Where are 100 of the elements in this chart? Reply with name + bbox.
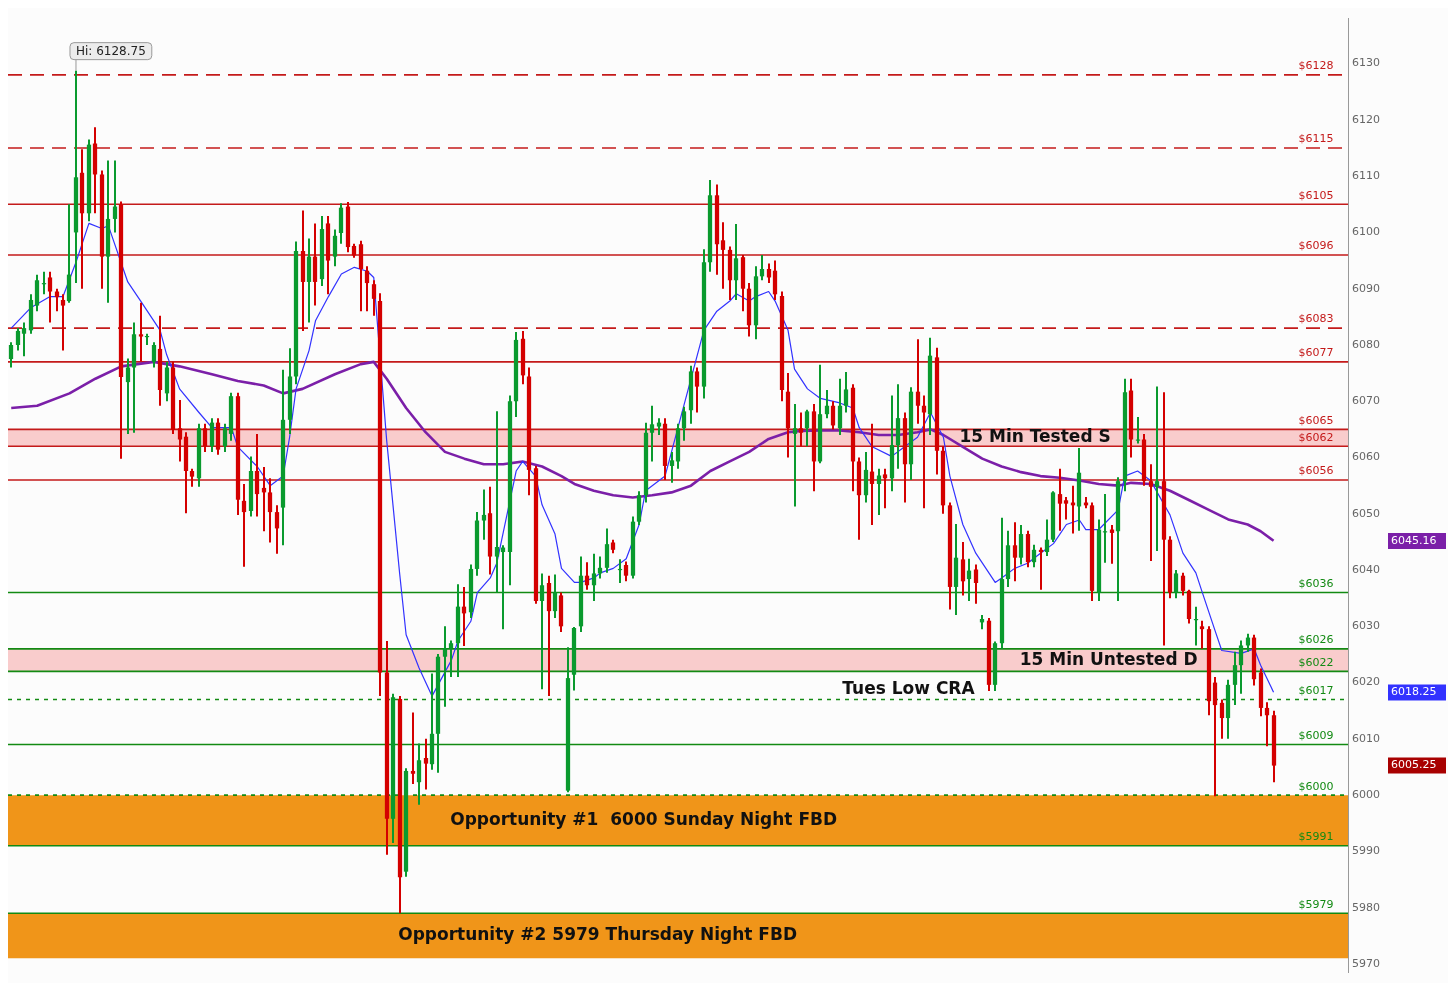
candlestick — [1044, 518, 1050, 557]
y-tick-label: 6130 — [1352, 56, 1380, 70]
candlestick — [47, 270, 53, 324]
candlestick — [539, 572, 545, 691]
candlestick — [138, 301, 144, 363]
candlestick — [442, 625, 448, 708]
candlestick — [591, 552, 597, 603]
candlestick — [973, 563, 979, 605]
y-tick-label: 6070 — [1352, 394, 1380, 408]
candlestick — [1180, 571, 1186, 597]
ref-line-label: $5991 — [1298, 830, 1334, 844]
candlestick — [371, 279, 377, 317]
candlestick — [112, 159, 118, 234]
ref-line-label: $6115 — [1298, 132, 1334, 146]
y-tick-label: 6080 — [1352, 337, 1380, 351]
candlestick — [694, 366, 700, 414]
ref-line-label: $6128 — [1298, 59, 1334, 73]
candlestick — [177, 399, 183, 463]
candlestick — [960, 540, 966, 597]
candlestick — [416, 742, 422, 806]
ref-line-label: $6096 — [1298, 239, 1334, 253]
y-tick-label: 5970 — [1352, 956, 1380, 970]
annotation: Tues Low CRA — [842, 678, 976, 699]
candlestick — [241, 482, 247, 568]
candlestick — [21, 321, 27, 358]
ref-line-label: $6000 — [1298, 779, 1334, 793]
candlestick — [274, 504, 280, 555]
candlestick — [1212, 675, 1218, 798]
candlestick — [448, 639, 454, 678]
ref-line-label: $6105 — [1298, 188, 1334, 202]
candlestick — [1232, 650, 1238, 707]
candlestick — [649, 404, 655, 463]
text: 6005.25 — [1391, 758, 1437, 772]
y-tick-label: 5980 — [1352, 900, 1380, 914]
y-tick-label: 6050 — [1352, 506, 1380, 520]
y-tick-label: 6020 — [1352, 675, 1380, 689]
candlestick — [915, 338, 921, 425]
text: 6045.16 — [1391, 533, 1437, 547]
ref-line-label: $6022 — [1298, 655, 1334, 669]
annotation: Hi: 6128.75 — [75, 43, 146, 58]
candlestick — [423, 737, 429, 791]
candlestick — [837, 377, 843, 437]
candlestick — [921, 394, 927, 510]
candlestick — [681, 405, 687, 442]
candlestick — [60, 293, 66, 352]
candlestick — [494, 410, 500, 594]
candlestick — [1031, 543, 1037, 569]
ref-line-label: $6009 — [1298, 728, 1334, 742]
text: 6018.25 — [1391, 685, 1437, 699]
candlestick — [209, 417, 215, 453]
candlestick — [759, 253, 765, 282]
candlestick — [1063, 495, 1069, 521]
candlestick — [151, 341, 157, 369]
y-tick-label: 6010 — [1352, 731, 1380, 745]
ref-line-label: $6017 — [1298, 683, 1334, 697]
band-label: Opportunity #2 5979 Thursday Night FBD — [398, 924, 798, 945]
y-tick-label: 6000 — [1352, 788, 1380, 801]
ref-line-label: $6083 — [1298, 312, 1334, 326]
candlestick — [804, 408, 810, 448]
candlestick — [1199, 619, 1205, 650]
candlestick — [720, 221, 726, 290]
candlestick — [222, 422, 228, 453]
candlestick — [623, 560, 629, 583]
y-tick-label: 6120 — [1352, 112, 1380, 126]
candlestick — [189, 467, 195, 488]
y-tick-label: 6110 — [1352, 169, 1380, 183]
candlestick — [8, 341, 14, 369]
candlestick — [772, 259, 778, 301]
candlestick — [1057, 467, 1063, 532]
candlestick — [669, 450, 675, 484]
band-label: 15 Min Untested D — [1019, 648, 1198, 669]
candlestick — [410, 711, 416, 785]
candlestick — [332, 228, 338, 268]
y-tick-label: 6030 — [1352, 619, 1380, 633]
candlestick — [1012, 521, 1018, 583]
candlestick — [843, 370, 849, 414]
candlestick — [869, 422, 875, 527]
candlestick — [1154, 385, 1160, 552]
candlestick — [1018, 524, 1024, 566]
ref-line-label: $6036 — [1298, 576, 1334, 590]
ref-line-label: $6056 — [1298, 464, 1334, 478]
band-label: Opportunity #1 6000 Sunday Night FBD — [450, 808, 838, 829]
candlestick — [254, 432, 260, 518]
candlestick — [364, 265, 370, 313]
ref-line-label: $6062 — [1298, 430, 1334, 444]
candlestick — [733, 222, 739, 301]
candlestick — [1264, 701, 1270, 748]
candlestick — [792, 403, 798, 508]
band-label: 15 Min Tested S — [959, 426, 1111, 447]
y-tick-label: 6090 — [1352, 281, 1380, 295]
candlestick — [125, 357, 131, 435]
candlestick — [1238, 639, 1244, 695]
ref-line-label: $6065 — [1298, 413, 1334, 427]
ref-line-label: $5979 — [1298, 897, 1334, 911]
y-tick-label: 6040 — [1352, 562, 1380, 576]
candlestick — [1173, 569, 1179, 600]
candlestick — [604, 527, 610, 574]
ref-line-label: $6077 — [1298, 346, 1334, 360]
candlestick — [1219, 698, 1225, 740]
candlestick — [552, 573, 558, 619]
